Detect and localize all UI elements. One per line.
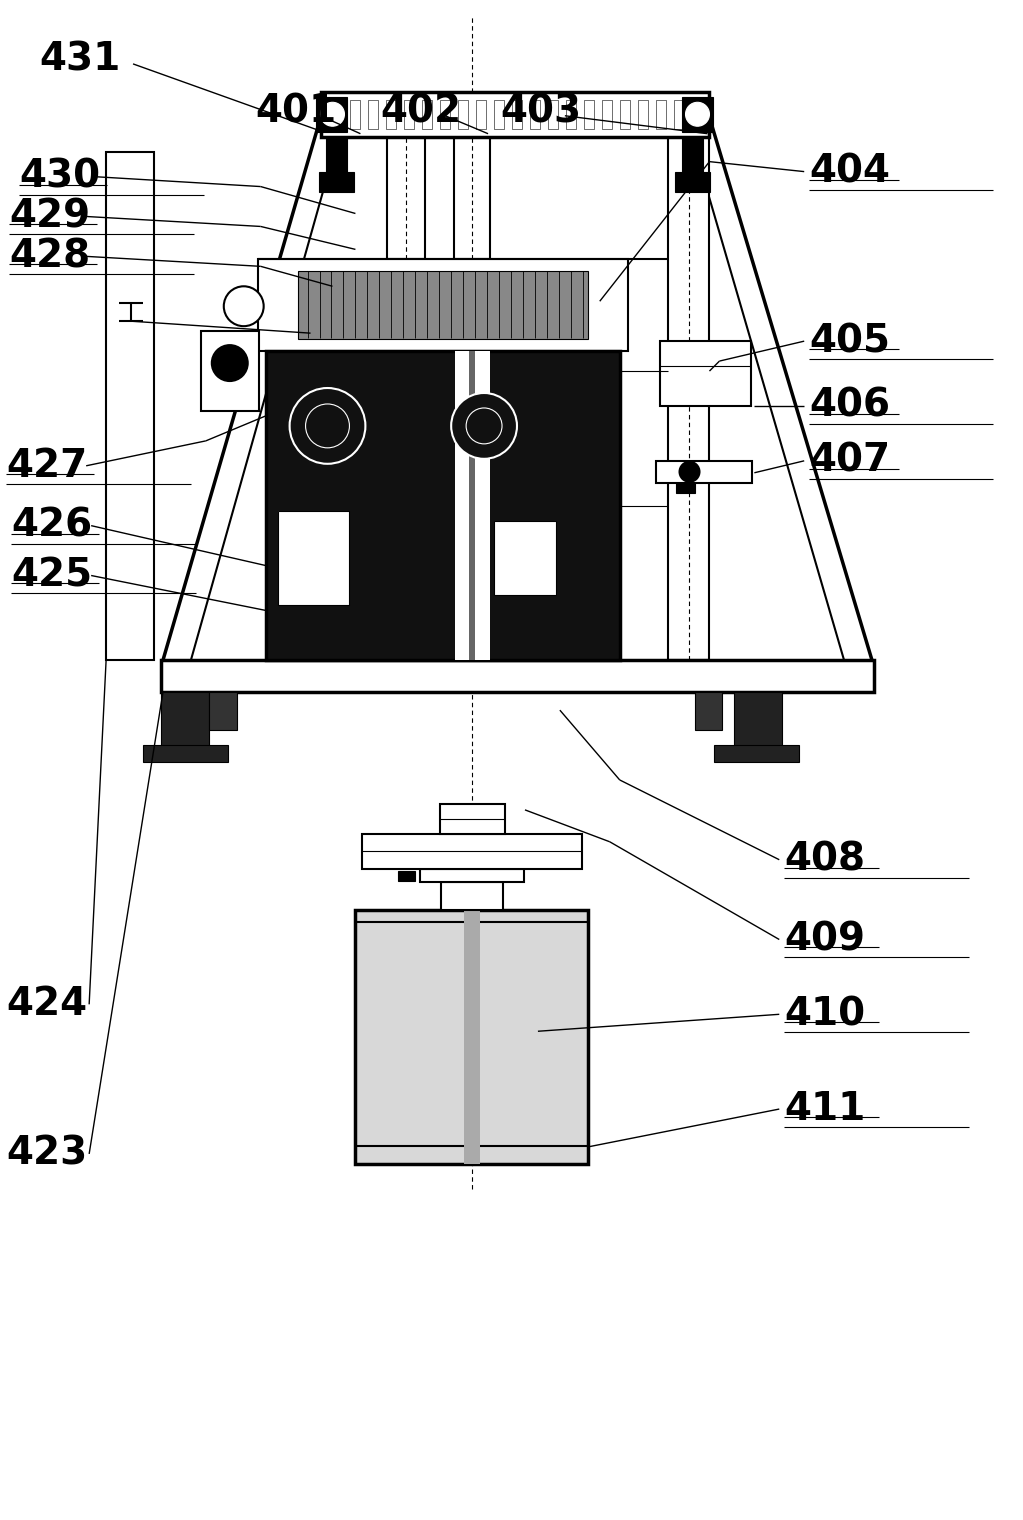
- Text: 425: 425: [11, 556, 92, 594]
- Text: 427: 427: [6, 447, 88, 485]
- Bar: [675, 483, 696, 492]
- Circle shape: [290, 388, 365, 464]
- Text: 423: 423: [6, 1135, 88, 1173]
- Bar: [476, 100, 486, 129]
- Bar: [368, 100, 379, 129]
- Bar: [681, 97, 713, 132]
- Circle shape: [679, 462, 700, 482]
- Bar: [464, 909, 480, 1164]
- Text: 424: 424: [6, 985, 88, 1023]
- Bar: [161, 692, 209, 746]
- Text: 411: 411: [785, 1090, 865, 1128]
- Bar: [320, 91, 710, 137]
- Bar: [494, 521, 555, 596]
- Text: 409: 409: [785, 921, 865, 959]
- Text: 408: 408: [785, 841, 865, 879]
- Bar: [454, 351, 490, 660]
- Bar: [266, 351, 620, 660]
- Bar: [351, 100, 360, 129]
- Bar: [106, 152, 154, 660]
- Bar: [161, 660, 874, 692]
- Text: 406: 406: [809, 388, 890, 426]
- Text: 410: 410: [785, 996, 865, 1034]
- Text: 407: 407: [809, 442, 890, 480]
- Bar: [325, 137, 348, 175]
- Bar: [668, 137, 710, 660]
- Bar: [470, 351, 475, 660]
- Bar: [512, 100, 522, 129]
- Bar: [355, 909, 588, 1164]
- Bar: [656, 100, 666, 129]
- Text: 430: 430: [19, 158, 100, 196]
- Bar: [441, 882, 503, 909]
- Bar: [695, 692, 722, 730]
- Bar: [209, 692, 236, 730]
- Bar: [419, 869, 525, 882]
- Bar: [674, 172, 710, 192]
- Bar: [277, 511, 350, 605]
- Bar: [656, 461, 752, 483]
- Bar: [714, 745, 799, 762]
- Bar: [440, 804, 504, 834]
- Bar: [530, 100, 540, 129]
- Circle shape: [466, 407, 502, 444]
- Circle shape: [224, 286, 264, 327]
- Bar: [398, 871, 414, 880]
- Bar: [298, 272, 588, 339]
- Bar: [548, 100, 558, 129]
- Text: 403: 403: [500, 93, 581, 131]
- Text: 404: 404: [809, 152, 890, 190]
- Circle shape: [212, 345, 248, 382]
- Circle shape: [306, 404, 350, 448]
- Text: 426: 426: [11, 506, 92, 544]
- Text: 431: 431: [39, 41, 121, 79]
- Circle shape: [685, 102, 710, 126]
- Bar: [277, 511, 350, 605]
- Bar: [440, 100, 450, 129]
- Text: 401: 401: [256, 93, 337, 131]
- Bar: [422, 100, 432, 129]
- Bar: [735, 692, 783, 746]
- Text: 429: 429: [9, 198, 90, 236]
- Bar: [660, 340, 751, 406]
- Bar: [458, 100, 469, 129]
- Bar: [404, 100, 414, 129]
- Bar: [602, 100, 612, 129]
- Text: 428: 428: [9, 237, 90, 275]
- Bar: [258, 260, 628, 351]
- Bar: [673, 100, 683, 129]
- Bar: [637, 100, 648, 129]
- Bar: [692, 100, 702, 129]
- Bar: [388, 137, 426, 260]
- Circle shape: [320, 102, 345, 126]
- Bar: [143, 745, 228, 762]
- Bar: [387, 100, 396, 129]
- Bar: [681, 137, 704, 175]
- Text: 405: 405: [809, 322, 890, 360]
- Bar: [454, 137, 490, 260]
- Circle shape: [451, 394, 517, 459]
- Bar: [362, 834, 582, 869]
- Bar: [315, 97, 348, 132]
- Bar: [332, 100, 343, 129]
- Bar: [201, 331, 259, 410]
- Bar: [318, 172, 354, 192]
- Bar: [620, 100, 630, 129]
- Bar: [566, 100, 576, 129]
- Text: 402: 402: [381, 93, 461, 131]
- Bar: [584, 100, 593, 129]
- Bar: [494, 100, 504, 129]
